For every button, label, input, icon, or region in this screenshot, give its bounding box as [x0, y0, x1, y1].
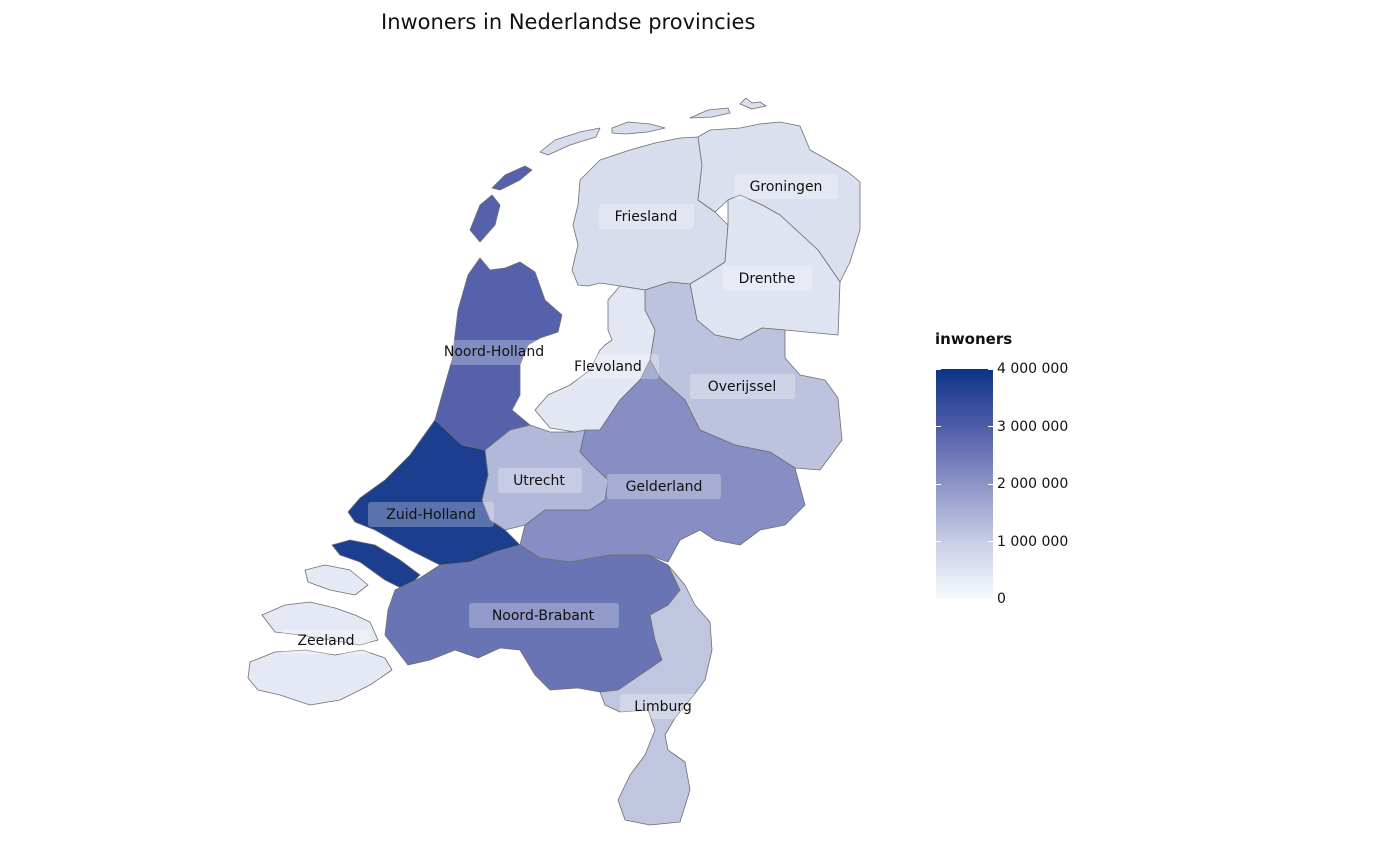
- province-shape-noord-holland[interactable]: [469, 194, 501, 243]
- province-label-text: Zeeland: [297, 633, 354, 649]
- province-label-text: Overijssel: [708, 379, 777, 395]
- legend-tick-mark: [936, 483, 993, 485]
- province-shape-zeeland[interactable]: [261, 601, 379, 646]
- province-label-text: Drenthe: [739, 271, 796, 287]
- province-label-text: Friesland: [615, 209, 678, 225]
- province-label-utrecht: Utrecht: [498, 468, 582, 493]
- province-label-flevoland: Flevoland: [569, 354, 659, 379]
- province-label-text: Groningen: [750, 179, 823, 195]
- province-shape-zeeland[interactable]: [247, 649, 393, 706]
- province-label-zuid-holland: Zuid-Holland: [368, 502, 494, 527]
- province-label-text: Zuid-Holland: [386, 507, 476, 523]
- province-shape-groningen[interactable]: [697, 121, 861, 283]
- province-label-groningen: Groningen: [734, 174, 838, 199]
- color-legend: inwoners 0 1 000 000 2 000 000 3 000 000 4 0…: [935, 330, 1095, 620]
- province-shape-zeeland[interactable]: [304, 564, 369, 596]
- province-shape-noord-holland[interactable]: [434, 257, 563, 451]
- legend-tick-label: 4 000 000: [997, 361, 1069, 377]
- province-label-text: Gelderland: [626, 479, 703, 495]
- province-shape-flevoland[interactable]: [534, 285, 656, 433]
- province-label-zeeland: Zeeland: [281, 629, 371, 654]
- province-label-noord-holland: Noord-Holland: [444, 340, 547, 365]
- province-label-noord-brabant: Noord-Brabant: [469, 603, 619, 628]
- legend-title: inwoners: [935, 330, 1013, 348]
- province-label-text: Limburg: [634, 699, 691, 715]
- legend-tick-label: 3 000 000: [997, 418, 1069, 435]
- legend-tick-mark: [936, 426, 993, 427]
- province-shape-groningen-island[interactable]: [739, 97, 767, 110]
- province-shape-friesland-island[interactable]: [689, 107, 731, 119]
- province-label-drenthe: Drenthe: [723, 266, 812, 291]
- province-label-text: Noord-Holland: [444, 344, 544, 360]
- map-title: Inwoners in Nederlandse provincies: [381, 10, 756, 34]
- province-shape-limburg[interactable]: [599, 564, 713, 826]
- legend-tick-label: 2 000 000: [997, 476, 1069, 492]
- province-shape-friesland-island[interactable]: [539, 127, 601, 156]
- legend-tick-label: 0: [997, 591, 1006, 607]
- province-labels: Friesland Groningen Drenthe Noord-Hollan…: [281, 174, 838, 719]
- legend-tick-mark: [936, 541, 993, 542]
- province-label-friesland: Friesland: [599, 204, 694, 229]
- province-label-text: Utrecht: [513, 473, 565, 489]
- wadden-islands: [491, 97, 767, 191]
- province-label-text: Noord-Brabant: [492, 608, 595, 624]
- province-shape-friesland-island[interactable]: [611, 121, 666, 135]
- legend-tick-label: 1 000 000: [997, 533, 1069, 550]
- province-shape-noord-holland-island[interactable]: [491, 165, 533, 191]
- legend-tick-mark: [936, 368, 993, 370]
- province-label-limburg: Limburg: [620, 694, 710, 719]
- province-label-gelderland: Gelderland: [607, 474, 721, 499]
- legend-color-bar: [936, 369, 993, 599]
- province-label-overijssel: Overijssel: [690, 374, 795, 399]
- legend-tick-mark: [936, 598, 993, 600]
- province-label-text: Flevoland: [574, 359, 642, 375]
